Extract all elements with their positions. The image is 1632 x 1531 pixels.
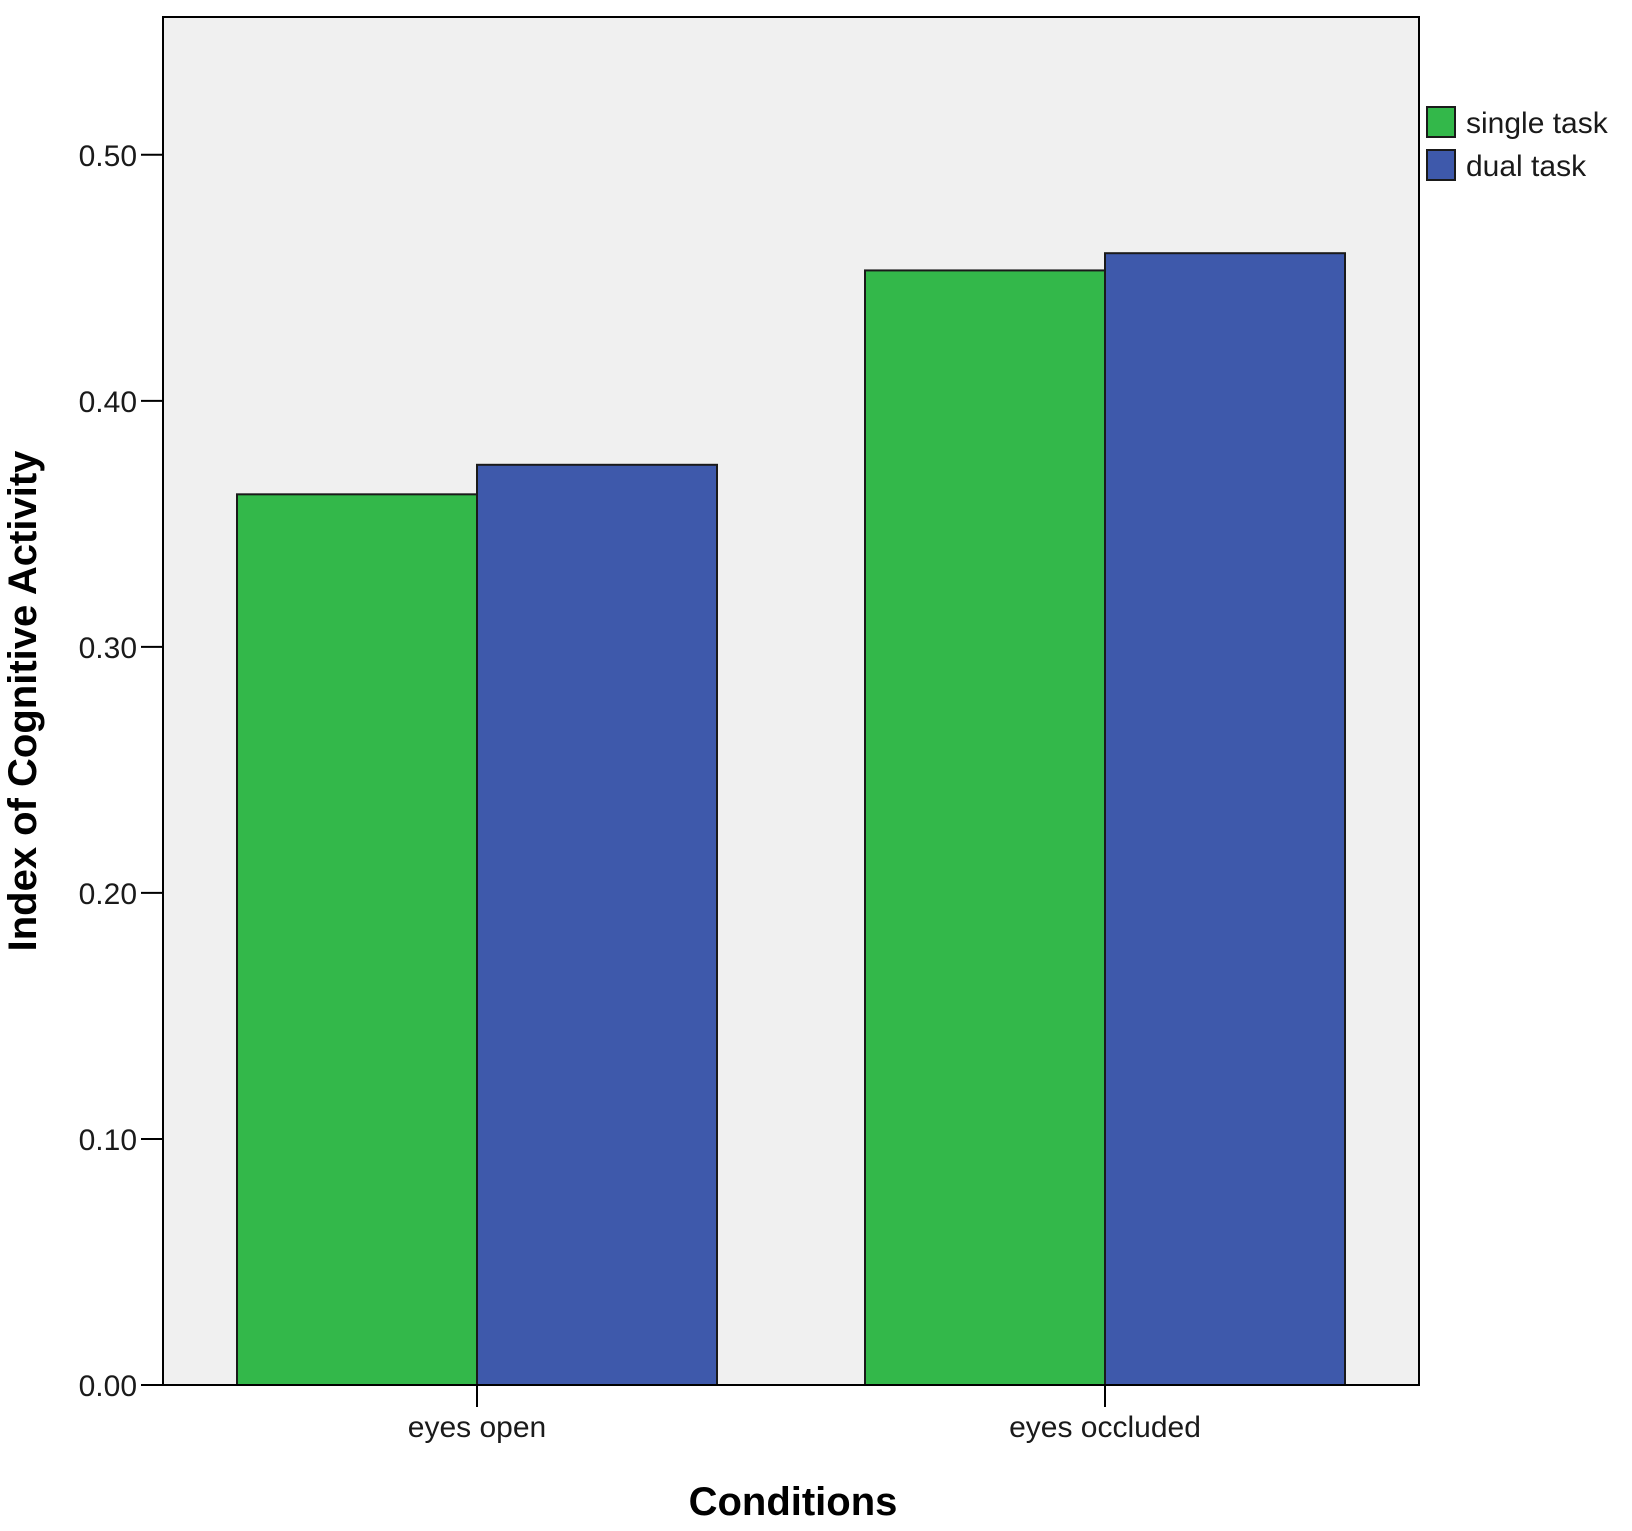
y-tick-label: 0.10 — [79, 1124, 137, 1157]
bar-single-task-eyes-occluded — [864, 269, 1106, 1387]
bars — [236, 252, 1346, 1387]
legend-swatch — [1426, 149, 1456, 181]
y-tick-label: 0.20 — [79, 878, 137, 911]
bar-dual-task-eyes-open — [476, 463, 718, 1386]
bar-dual-task-eyes-occluded — [1104, 252, 1346, 1387]
legend: single task dual task — [1426, 106, 1609, 183]
legend-label: single task — [1466, 107, 1609, 140]
y-tick-label: 0.30 — [79, 632, 137, 665]
x-axis-title: Conditions — [689, 1480, 898, 1524]
y-tick-label: 0.50 — [79, 140, 137, 173]
x-tick-label: eyes open — [408, 1411, 546, 1444]
y-axis-title: Index of Cognitive Activity — [1, 450, 45, 952]
bar-single-task-eyes-open — [236, 493, 478, 1386]
y-tick-label: 0.40 — [79, 386, 137, 419]
x-axis: eyes open eyes occluded — [163, 1384, 1419, 1444]
y-axis: 0.00 0.10 0.20 0.30 0.40 0.50 — [79, 140, 163, 1403]
legend-swatch — [1426, 106, 1456, 138]
legend-label: dual task — [1466, 150, 1587, 183]
x-tick-label: eyes occluded — [1009, 1411, 1201, 1444]
y-tick-label: 0.00 — [79, 1370, 137, 1403]
